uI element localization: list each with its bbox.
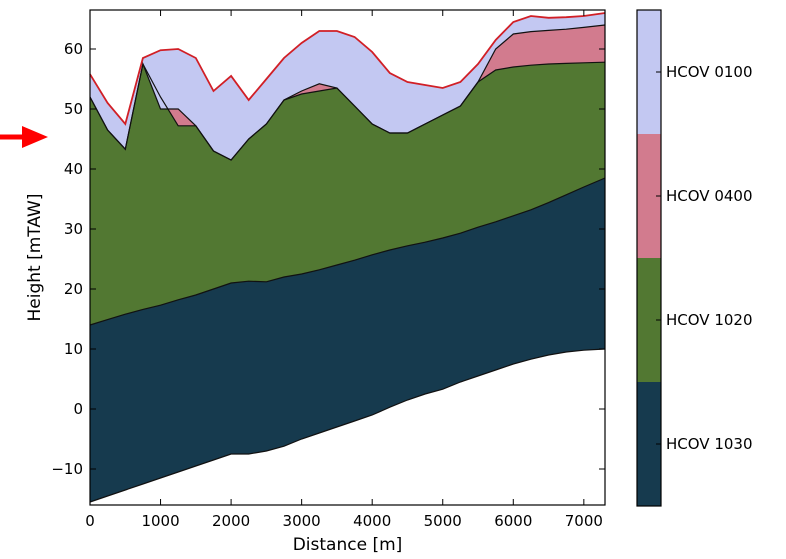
y-tick-label: −10 bbox=[51, 460, 83, 478]
legend-label: HCOV 1020 bbox=[666, 311, 753, 329]
x-axis-ticks: 0 1000 2000 3000 4000 5000 6000 7000 bbox=[85, 10, 603, 530]
layer-hcov-1030 bbox=[90, 178, 605, 502]
legend-label: HCOV 0100 bbox=[666, 63, 753, 81]
x-tick-label: 4000 bbox=[353, 512, 391, 530]
boundary-line-hcov-0100 bbox=[89, 12, 606, 126]
legend-frame bbox=[636, 9, 662, 507]
y-axis-label: Height [mTAW] bbox=[25, 194, 45, 322]
plot-frame bbox=[89, 9, 606, 506]
boundary-line-base bbox=[89, 348, 606, 503]
y-axis-ticks: −10 0 10 20 30 40 50 60 bbox=[51, 40, 605, 478]
x-tick-label: 7000 bbox=[565, 512, 603, 530]
legend-label: HCOV 1030 bbox=[666, 435, 753, 453]
boundary-line-hcov-1030 bbox=[89, 177, 606, 326]
x-tick-label: 3000 bbox=[283, 512, 321, 530]
x-tick-label: 5000 bbox=[424, 512, 462, 530]
legend-colorbar: HCOV 0100 HCOV 0400 HCOV 1020 HCOV 1030 bbox=[636, 9, 753, 507]
legend-label: HCOV 0400 bbox=[666, 187, 753, 205]
x-tick-label: 0 bbox=[85, 512, 95, 530]
x-tick-label: 1000 bbox=[141, 512, 179, 530]
layer-hcov-1020 bbox=[90, 62, 605, 325]
y-tick-label: 0 bbox=[73, 400, 83, 418]
red-arrow-annotation bbox=[0, 126, 48, 148]
y-tick-label: 60 bbox=[64, 40, 83, 58]
x-axis-label: Distance [m] bbox=[293, 535, 403, 555]
y-tick-label: 20 bbox=[64, 280, 83, 298]
boundary-line-hcov-0400 bbox=[89, 24, 606, 161]
chart-layers bbox=[90, 13, 605, 502]
x-tick-label: 2000 bbox=[212, 512, 250, 530]
chart-boundary-lines bbox=[89, 12, 606, 503]
layer-hcov-0400 bbox=[90, 25, 605, 160]
y-tick-label: 10 bbox=[64, 340, 83, 358]
y-tick-label: 30 bbox=[64, 220, 83, 238]
layer-hcov-0100 bbox=[90, 13, 605, 160]
y-tick-label: 40 bbox=[64, 160, 83, 178]
arrow-head bbox=[22, 126, 48, 148]
y-tick-label: 50 bbox=[64, 100, 83, 118]
x-tick-label: 6000 bbox=[494, 512, 532, 530]
